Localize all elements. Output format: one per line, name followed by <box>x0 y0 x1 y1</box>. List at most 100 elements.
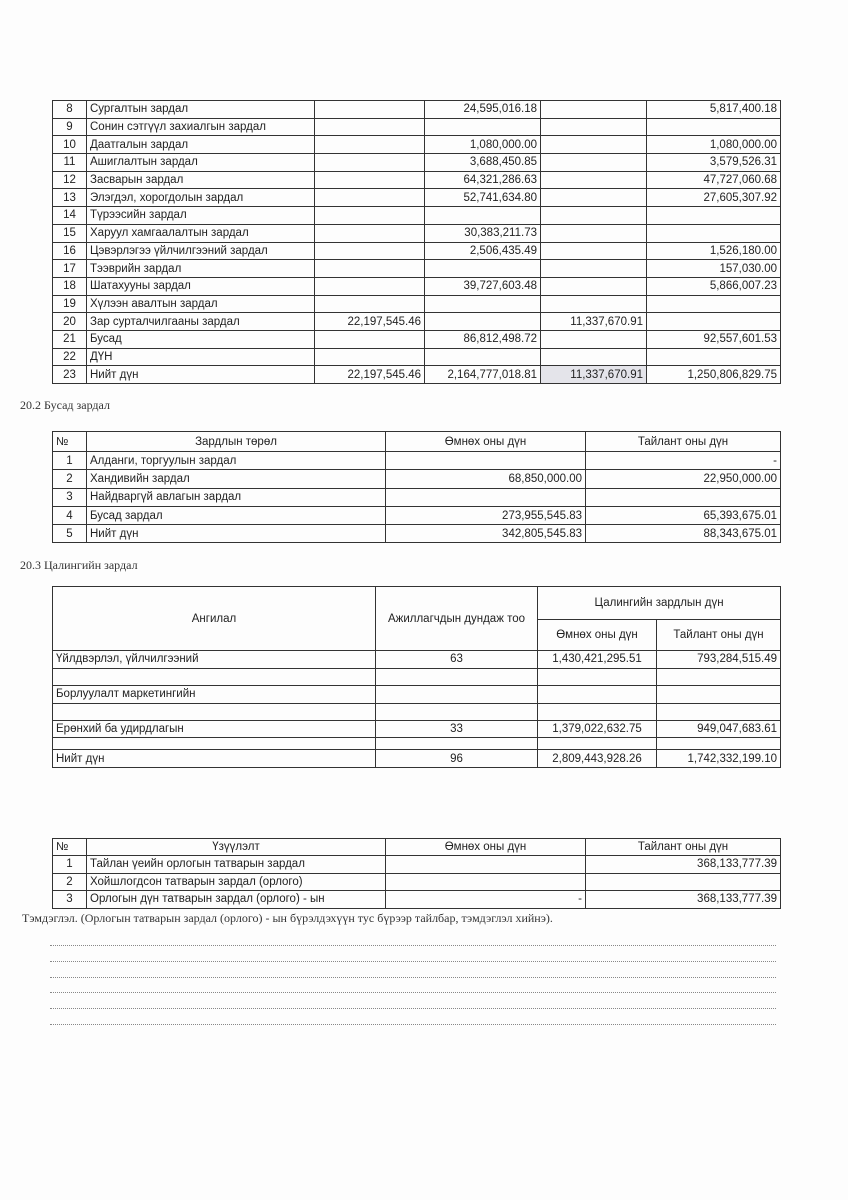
table-cell <box>540 294 647 314</box>
expense-table-20-1: 8 Сургалтын зардал 24,595,016.18 5,817,400.… <box>52 100 781 384</box>
table-cell: 22,950,000.00 <box>585 469 781 489</box>
income-tax-note: Тэмдэглэл. (Орлогын татварын зардал (орл… <box>22 911 553 925</box>
table-cell <box>314 117 425 137</box>
table-cell: 10 <box>52 135 87 155</box>
table-cell: 11,337,670.91 <box>540 365 647 384</box>
table-cell <box>655 685 782 704</box>
table-cell <box>375 702 538 721</box>
table-cell: Хүлээн авалтын зардал <box>86 294 315 314</box>
column-header: Өмнөх оны дүн <box>385 431 586 452</box>
table-cell <box>424 259 541 278</box>
column-header: Тайлант оны дүн <box>585 838 781 856</box>
table-cell <box>540 347 647 367</box>
table-cell <box>424 117 541 137</box>
table-cell <box>314 188 425 208</box>
table-cell: 96 <box>375 749 538 768</box>
salary-expense-table: Ангилал Ажиллагчдын дундаж тоо Цалингийн… <box>52 586 782 768</box>
table-cell: 3,579,526.31 <box>646 153 781 172</box>
table-row: 18 Шатахууны зардал 39,727,603.48 5,866,007… <box>52 276 781 296</box>
table-row: 3 Орлогын дүн татварын зардал (орлого) - … <box>52 890 781 909</box>
table-cell: Элэгдэл, хорогдолын зардал <box>86 188 315 208</box>
table-cell: 368,133,777.39 <box>585 890 781 909</box>
header-prior: Өмнөх оны дүн <box>537 619 657 651</box>
income-tax-table: № Үзүүлэлт Өмнөх оны дүн Тайлант оны дүн 1 Та… <box>52 838 781 909</box>
table-cell: 30,383,211.73 <box>424 223 541 243</box>
table-cell <box>424 312 541 331</box>
table-cell <box>646 312 781 331</box>
table-row: 20 Зар сурталчилгааны зардал 22,197,545.46… <box>52 312 781 331</box>
table-row: 21 Бусад 86,812,498.72 92,557,601.53 <box>52 329 781 349</box>
table-cell: 1 <box>52 855 87 874</box>
table-cell: 1,526,180.00 <box>646 241 781 261</box>
table-cell <box>52 702 376 721</box>
table-row: Ерөнхий ба удирдлагын 33 1,379,022,632.75 9… <box>52 719 782 738</box>
column-header: Зардлын төрөл <box>86 431 386 452</box>
table-cell: 1,430,421,295.51 <box>537 650 657 669</box>
table-cell <box>314 170 425 190</box>
table-cell: Орлогын дүн татварын зардал (орлого) - ы… <box>86 890 386 909</box>
table-row: 10 Даатгалын зардал 1,080,000.00 1,080,000.… <box>52 135 781 155</box>
table-cell: 39,727,603.48 <box>424 276 541 296</box>
table-row: 11 Ашиглалтын зардал 3,688,450.85 3,579,526… <box>52 153 781 172</box>
table-cell <box>646 347 781 367</box>
table-row <box>52 702 782 721</box>
table-cell <box>540 188 647 208</box>
table-cell: 273,955,545.83 <box>385 505 586 526</box>
table-cell <box>585 487 781 507</box>
blank-line <box>50 992 776 993</box>
other-expense-table: № Зардлын төрөл Өмнөх оны дүн Тайлант оны д… <box>52 431 781 544</box>
table-cell: 65,393,675.01 <box>585 505 781 526</box>
table-cell <box>375 667 538 686</box>
table-row: 1 Алданги, торгуулын зардал - <box>52 450 781 471</box>
table-cell: Бусад <box>86 329 315 349</box>
table-row: Нийт дүн 96 2,809,443,928.26 1,742,332,199.… <box>52 749 782 768</box>
table-cell <box>540 206 647 225</box>
table-cell <box>537 667 657 686</box>
table-cell: Нийт дүн <box>52 749 376 768</box>
table-cell: 1,080,000.00 <box>646 135 781 155</box>
column-header: Тайлант оны дүн <box>585 431 781 452</box>
table-cell <box>424 347 541 367</box>
table-cell: 157,030.00 <box>646 259 781 278</box>
table-cell <box>314 153 425 172</box>
table-cell: 9 <box>52 117 87 137</box>
table-cell: 2,809,443,928.26 <box>537 749 657 768</box>
table-cell: 1,080,000.00 <box>424 135 541 155</box>
table-cell: 92,557,601.53 <box>646 329 781 349</box>
table-cell: 23 <box>52 365 87 384</box>
table-cell <box>385 487 586 507</box>
table-row: 16 Цэвэрлэгээ үйлчилгээний зардал 2,506,43… <box>52 241 781 261</box>
table-cell <box>385 855 586 874</box>
table-cell: 5 <box>52 524 87 544</box>
table-row: 12 Засварын зардал 64,321,286.63 47,727,060… <box>52 170 781 190</box>
table-cell: 16 <box>52 241 87 261</box>
table-cell <box>540 223 647 243</box>
table-cell: 47,727,060.68 <box>646 170 781 190</box>
column-header: Өмнөх оны дүн <box>385 838 586 856</box>
table-cell: 8 <box>52 100 87 119</box>
table-cell <box>655 667 782 686</box>
table-cell <box>646 223 781 243</box>
table-cell: Шатахууны зардал <box>86 276 315 296</box>
table-cell: ДҮН <box>86 347 315 367</box>
table-row: 17 Тээврийн зардал 157,030.00 <box>52 259 781 278</box>
table-cell: Даатгалын зардал <box>86 135 315 155</box>
blank-line <box>50 1024 776 1025</box>
table-cell <box>52 737 376 750</box>
table-cell <box>540 153 647 172</box>
table-cell: Үйлдвэрлэл, үйлчилгээний <box>52 650 376 669</box>
table-cell <box>314 294 425 314</box>
table-cell <box>52 667 376 686</box>
table-cell: Алданги, торгуулын зардал <box>86 450 386 471</box>
table-cell: Нийт дүн <box>86 524 386 544</box>
table-cell: Сонин сэтгүүл захиалгын зардал <box>86 117 315 137</box>
table-row: 14 Түрээсийн зардал <box>52 206 781 225</box>
table-row: 19 Хүлээн авалтын зардал <box>52 294 781 314</box>
table-cell <box>646 206 781 225</box>
table-cell <box>655 737 782 750</box>
table-cell: Засварын зардал <box>86 170 315 190</box>
table-cell: 52,741,634.80 <box>424 188 541 208</box>
table-row: 8 Сургалтын зардал 24,595,016.18 5,817,400.… <box>52 100 781 119</box>
table-cell: Ашиглалтын зардал <box>86 153 315 172</box>
table-row: 2 Хандивийн зардал 68,850,000.00 22,950,000… <box>52 469 781 489</box>
